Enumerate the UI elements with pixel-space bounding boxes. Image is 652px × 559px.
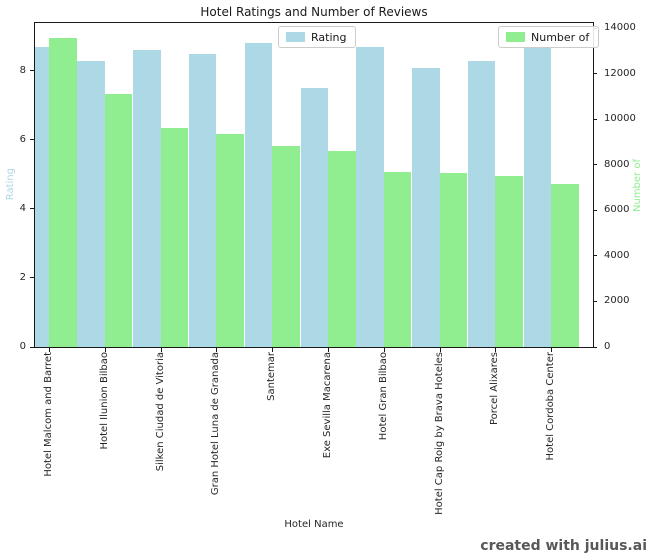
y-tick-label-right-2000: 2000 — [604, 295, 630, 307]
x-tick-5 — [328, 348, 329, 352]
y-tick-right-4000 — [593, 255, 597, 257]
y-tick-left-8 — [30, 70, 34, 72]
x-tick-9 — [551, 348, 553, 352]
bar-rating-1 — [77, 60, 105, 347]
y-axis-label-right: Number of — [631, 159, 644, 216]
y-tick-right-12000 — [593, 73, 597, 75]
y-tick-label-right-12000: 12000 — [604, 67, 636, 79]
x-tick-7 — [439, 348, 441, 352]
x-tick-label-1: Hotel Ilunion Bilbao — [98, 352, 110, 450]
x-axis-label: Hotel Name — [284, 519, 344, 530]
bar-rating-4 — [244, 43, 273, 347]
bar-rating-9 — [523, 46, 552, 347]
bar-reviews-2 — [160, 127, 189, 347]
y-tick-label-right-6000: 6000 — [604, 204, 630, 216]
legend-rating-swatch-icon — [286, 32, 305, 42]
y-tick-right-6000 — [593, 209, 597, 211]
legend-rating: Rating — [278, 26, 357, 48]
bar-rating-8 — [467, 60, 496, 347]
bar-rating-5 — [300, 88, 328, 347]
julius-watermark: created with julius.ai — [480, 538, 647, 554]
y-axis-label-left-text: Rating — [5, 168, 16, 201]
bar-reviews-3 — [216, 134, 244, 347]
x-tick-4 — [272, 348, 274, 352]
y-tick-right-10000 — [593, 118, 597, 120]
bar-reviews-7 — [439, 172, 468, 347]
x-tick-label-9: Hotel Cordoba Center — [545, 352, 557, 461]
y-tick-left-4 — [30, 208, 34, 210]
y-tick-label-left-2: 2 — [19, 271, 26, 283]
legend-reviews-label: Number of — [531, 30, 590, 44]
bar-reviews-5 — [328, 151, 356, 347]
bar-reviews-9 — [551, 183, 579, 347]
bar-reviews-4 — [272, 145, 300, 347]
x-tick-8 — [495, 348, 497, 352]
legend-reviews: Number of — [498, 26, 600, 48]
x-tick-label-3: Gran Hotel Luna de Granada — [210, 352, 222, 496]
bar-rating-0 — [35, 46, 49, 347]
x-tick-label-5: Exe Sevilla Macarena — [322, 352, 333, 459]
bar-rating-7 — [412, 67, 440, 347]
bar-rating-3 — [188, 53, 217, 347]
x-tick-label-layer: Hotel Malcom and Barret Hotel Ilunion Bil… — [35, 352, 593, 517]
plot-area: 0 2 4 6 8 0 2000 4000 6000 8000 10000 12000 14000 — [20, 22, 636, 352]
bar-reviews-8 — [495, 175, 523, 347]
chart-title: Hotel Ratings and Number of Reviews — [200, 5, 428, 19]
y-tick-label-right-10000: 10000 — [604, 113, 636, 125]
y-tick-left-2 — [30, 277, 34, 279]
y-tick-label-right-14000: 14000 — [604, 22, 636, 34]
x-tick-label-0: Hotel Malcom and Barret — [43, 352, 54, 477]
legend-reviews-swatch-icon — [506, 32, 525, 42]
bar-reviews-6 — [383, 171, 412, 347]
x-tick-label-6: Hotel Gran Bilbao — [377, 352, 389, 441]
x-tick-label-8: Porcel Alixares — [489, 352, 501, 425]
bar-rating-2 — [133, 50, 161, 347]
x-tick-label-4: Santemar — [266, 352, 278, 401]
y-tick-label-right-0: 0 — [604, 341, 611, 352]
bar-rating-6 — [356, 46, 384, 347]
bar-reviews-1 — [104, 94, 133, 347]
y-tick-label-left-6: 6 — [19, 133, 26, 145]
x-tick-label-7: Hotel Cap Roig by Brava Hoteles — [433, 352, 445, 515]
y-axis-label-right-text: Number of — [632, 159, 643, 212]
x-tick-label-2: Silken Ciudad de Vitoria — [154, 352, 166, 472]
x-tick-0 — [49, 348, 50, 352]
x-tick-1 — [104, 348, 106, 352]
y-tick-label-left-0: 0 — [19, 341, 26, 352]
x-tick-2 — [160, 348, 162, 352]
y-tick-left-6 — [30, 139, 34, 141]
y-tick-left-0 — [30, 346, 34, 348]
legend-rating-label: Rating — [311, 30, 347, 44]
y-tick-label-left-4: 4 — [19, 202, 26, 214]
y-tick-right-0 — [593, 346, 597, 348]
x-tick-3 — [216, 348, 218, 352]
bar-reviews-0 — [49, 38, 77, 347]
y-tick-right-2000 — [593, 300, 597, 302]
x-tick-6 — [383, 348, 385, 352]
y-axis-label-left: Rating — [4, 168, 17, 204]
y-tick-label-right-4000: 4000 — [604, 249, 630, 261]
y-tick-label-left-8: 8 — [19, 64, 26, 76]
y-tick-label-right-8000: 8000 — [604, 158, 630, 170]
y-tick-right-8000 — [593, 164, 597, 166]
